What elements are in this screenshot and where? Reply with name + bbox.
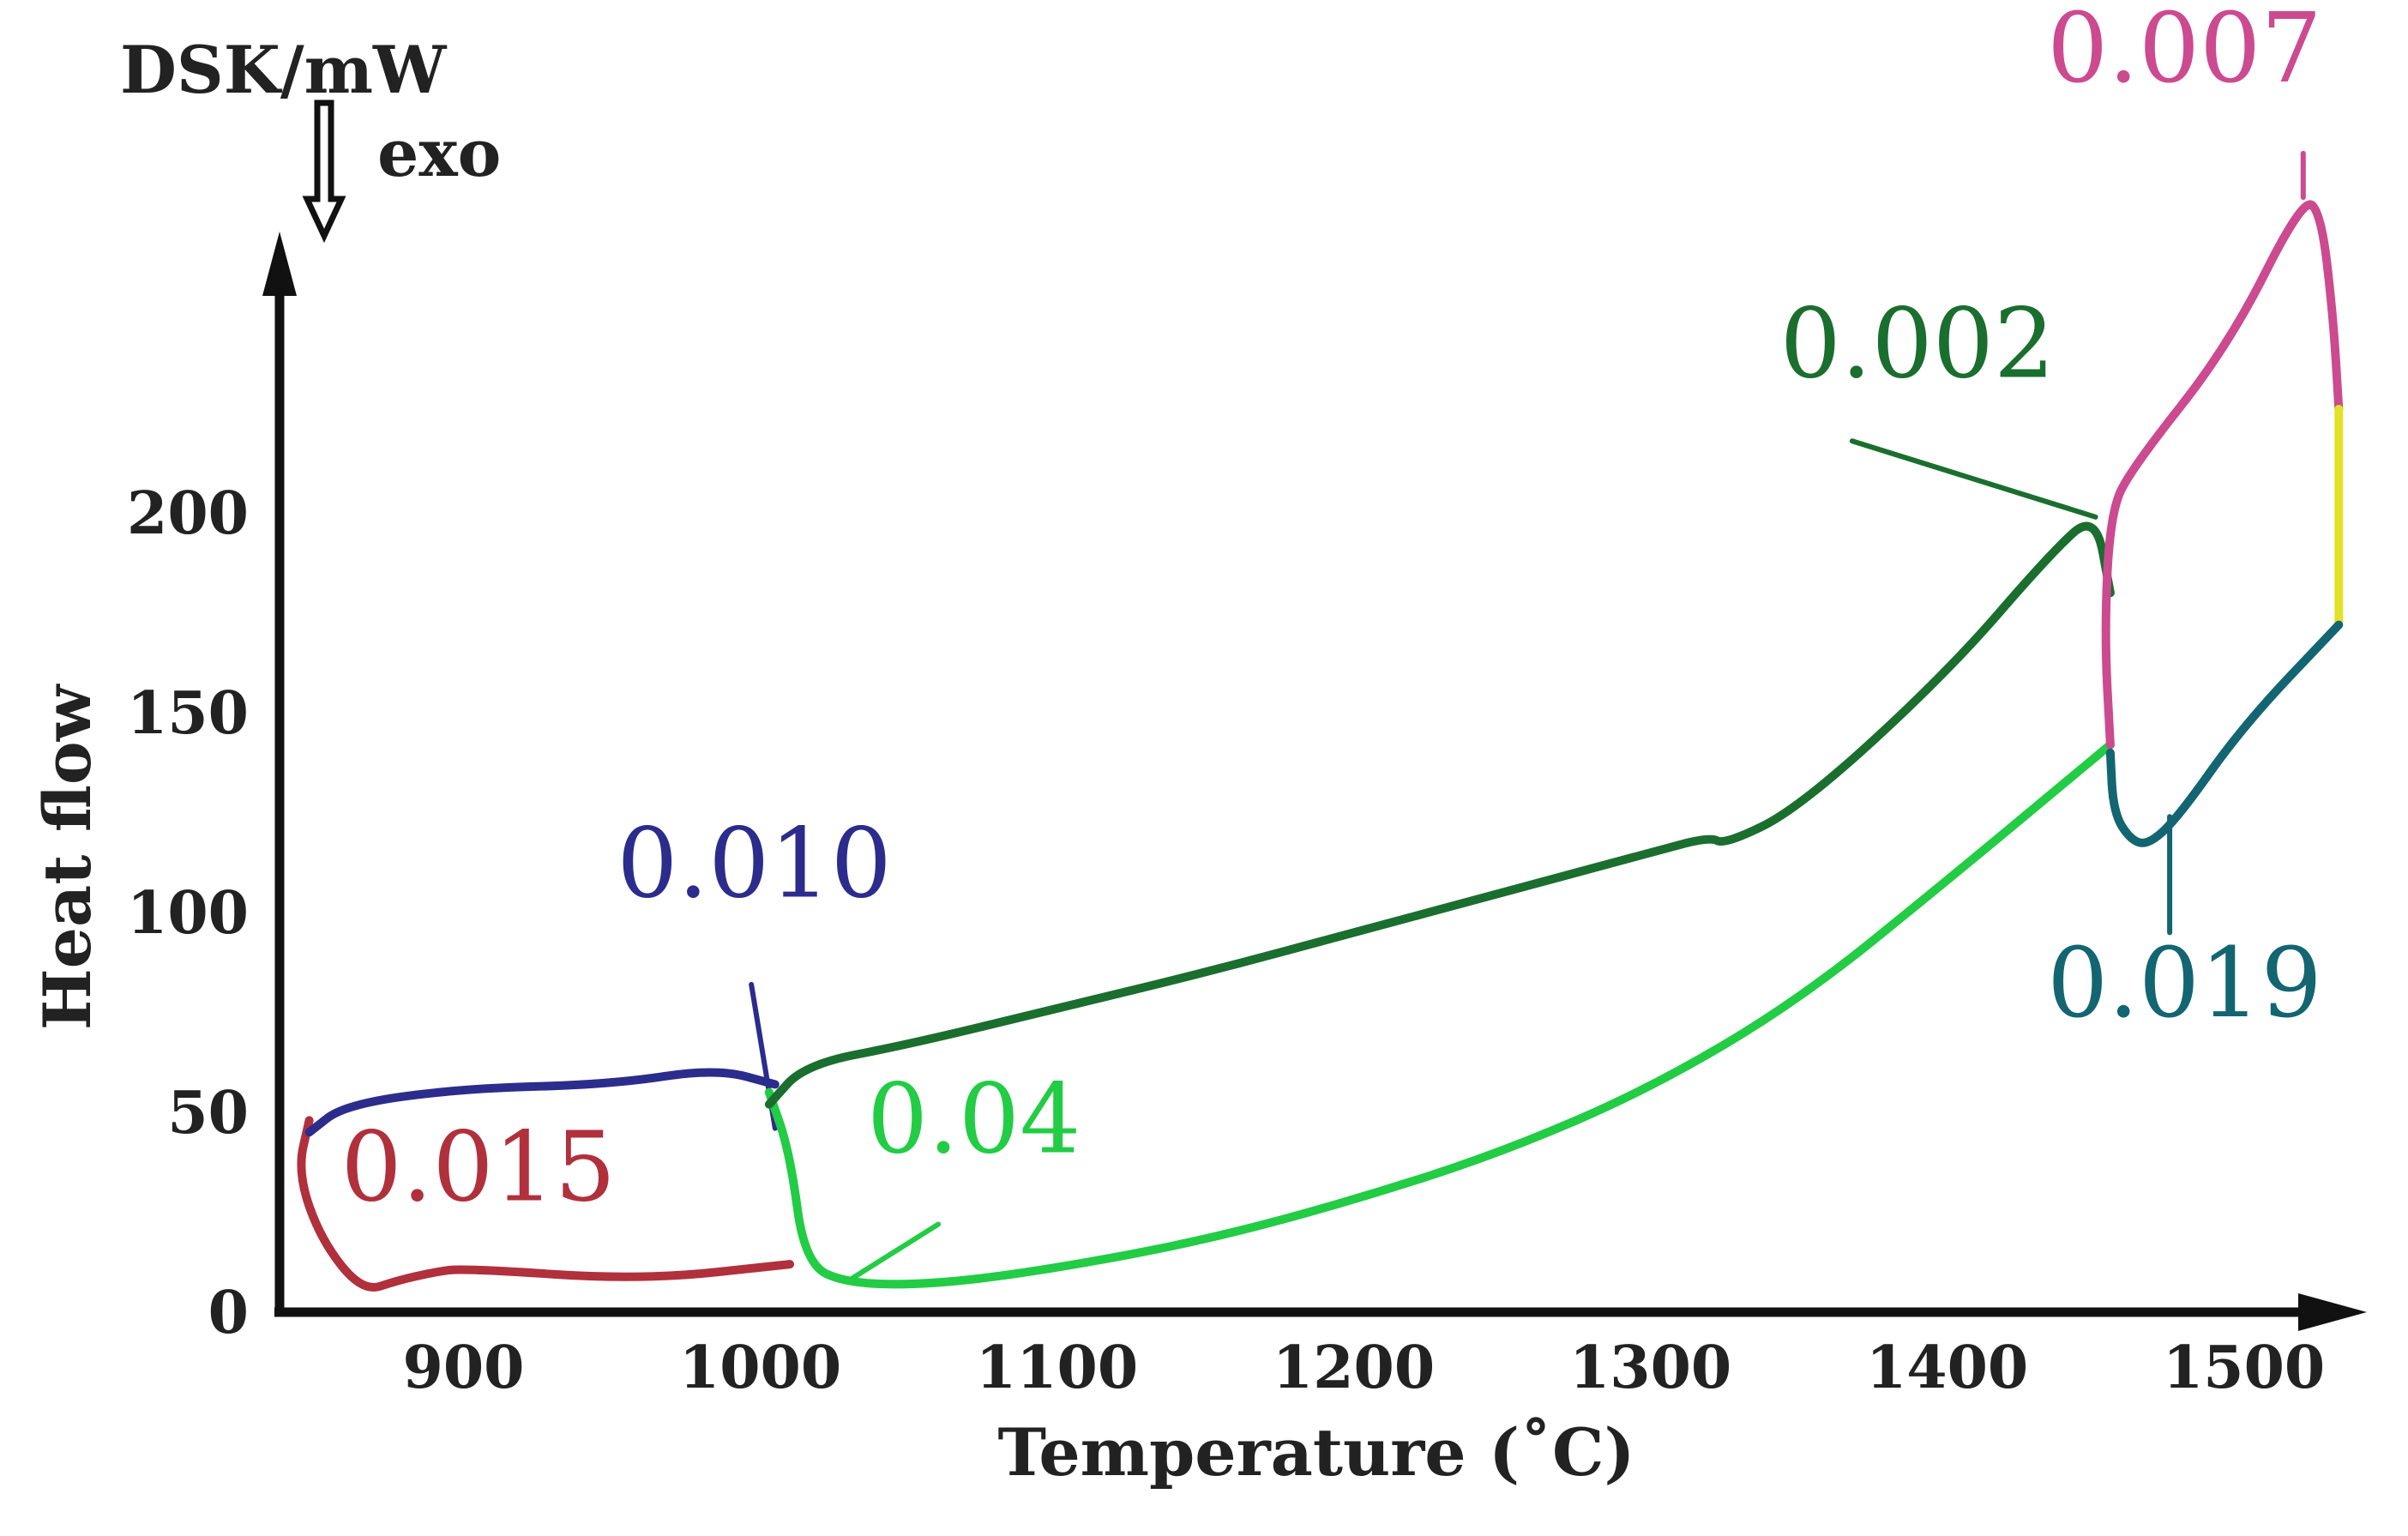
y-tick-label: 0 — [208, 1279, 249, 1347]
series-line-0-010 — [304, 1068, 780, 1137]
series-label-0-015: 0.015 — [341, 1112, 617, 1224]
y-tick-label: 50 — [167, 1079, 249, 1147]
series-value-labels: 0.015 0.010 0.04 0.002 0.007 0.019 — [341, 0, 2322, 1224]
x-tick-label: 1300 — [1569, 1334, 1731, 1402]
x-tick-label: 900 — [403, 1334, 525, 1402]
pointer-line-0-04 — [846, 1221, 942, 1283]
pointer-line-0-002 — [1849, 438, 2098, 520]
x-tick-label: 1100 — [976, 1334, 1138, 1402]
exo-down-arrow-icon — [302, 99, 346, 244]
x-axis-title: Temperature (˚C) — [997, 1414, 1634, 1491]
x-tick-label: 1400 — [1866, 1334, 2028, 1402]
y-axis-arrow — [262, 232, 297, 296]
series-line-0-019 — [2105, 620, 2344, 847]
y-tick-label: 100 — [127, 879, 249, 948]
y-tick-label: 200 — [127, 479, 249, 548]
y-axis-title: Heat flow — [29, 684, 105, 1030]
tick-labels: 900 1000 1100 1200 1300 1400 1500 0 50 100 150 200 — [127, 479, 2325, 1402]
y-tick-label: 150 — [127, 679, 249, 748]
series-label-0-04: 0.04 — [867, 1064, 1081, 1176]
series-label-0-019: 0.019 — [2047, 928, 2322, 1039]
x-axis-arrow — [2298, 1293, 2367, 1331]
series-line-0-002 — [764, 521, 2115, 1109]
data-series — [297, 150, 2344, 1292]
series-line-0-015 — [297, 1116, 795, 1292]
y-unit-label: DSK/mW — [120, 32, 448, 108]
series-line-0-04 — [764, 740, 2115, 1289]
series-label-0-007: 0.007 — [2047, 0, 2322, 105]
series-label-0-002: 0.002 — [1780, 289, 2056, 401]
series-line-0-007 — [2101, 200, 2344, 750]
x-tick-label: 1000 — [679, 1334, 841, 1402]
series-label-0-010: 0.010 — [617, 808, 892, 919]
x-tick-label: 1200 — [1273, 1334, 1435, 1402]
x-tick-label: 1500 — [2163, 1334, 2325, 1402]
exo-label: exo — [377, 115, 501, 191]
